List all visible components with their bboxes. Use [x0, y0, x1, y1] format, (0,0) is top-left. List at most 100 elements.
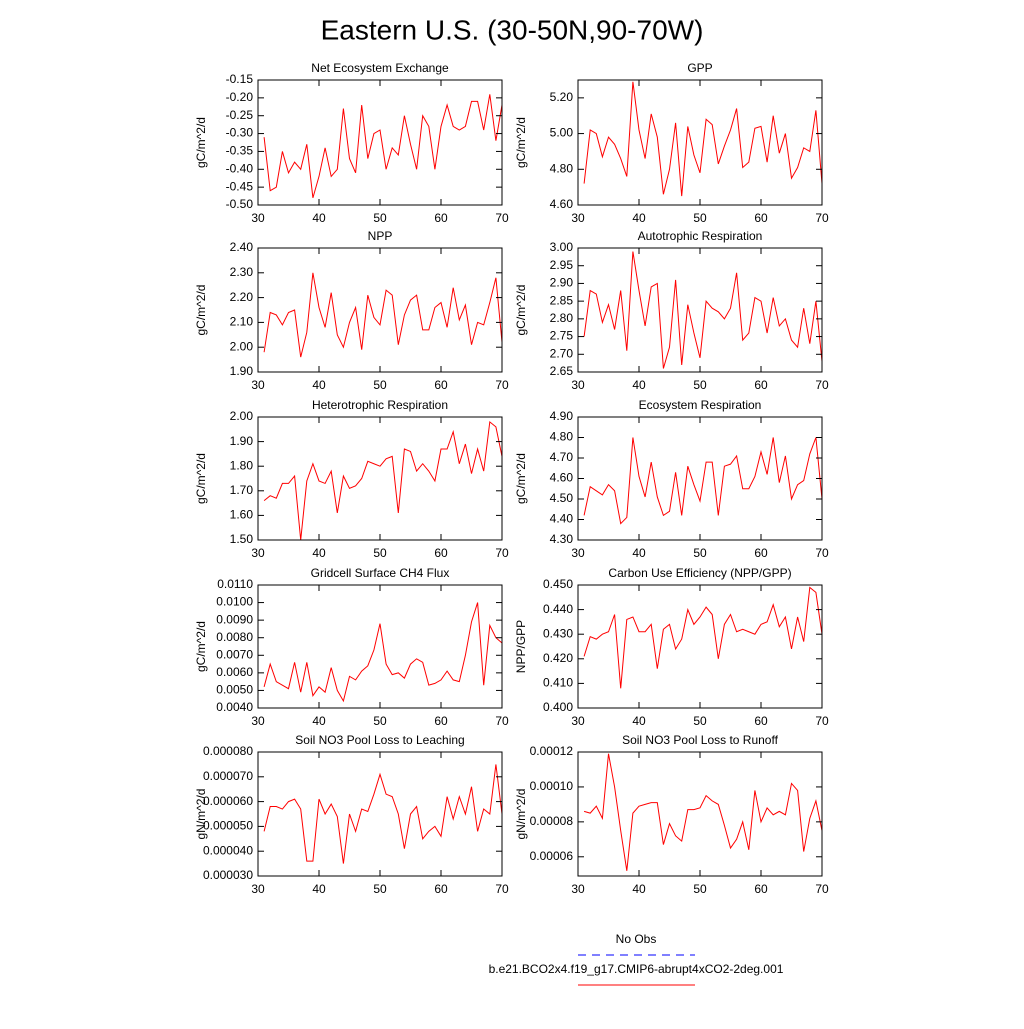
y-tick-label: 3.00 — [550, 240, 574, 254]
x-tick-label: 70 — [815, 882, 829, 896]
x-tick-label: 60 — [434, 211, 448, 225]
x-tick-label: 60 — [754, 378, 768, 392]
y-tick-label: 4.40 — [550, 512, 574, 526]
x-tick-label: 50 — [373, 546, 387, 560]
y-tick-label: 4.70 — [550, 450, 574, 464]
y-tick-label: 4.80 — [550, 430, 574, 444]
data-line — [263, 272, 503, 358]
y-tick-label: 0.000050 — [203, 819, 253, 833]
x-tick-label: 30 — [571, 378, 585, 392]
y-tick-label: 5.00 — [550, 126, 574, 140]
y-tick-label: 0.410 — [543, 676, 573, 690]
x-tick-label: 40 — [632, 546, 646, 560]
y-tick-label: 0.00010 — [530, 779, 574, 793]
plot-frame — [577, 416, 823, 541]
x-tick-label: 70 — [815, 211, 829, 225]
y-tick-label: 0.0100 — [216, 595, 253, 609]
y-tick-label: 0.440 — [543, 602, 573, 616]
x-tick-label: 30 — [251, 378, 265, 392]
x-tick-label: 30 — [251, 882, 265, 896]
panel-title: Net Ecosystem Exchange — [311, 61, 449, 75]
data-line — [583, 586, 823, 689]
x-tick-label: 30 — [571, 211, 585, 225]
x-tick-label: 40 — [632, 211, 646, 225]
y-tick-label: 0.000040 — [203, 843, 253, 857]
plot-frame — [577, 584, 823, 709]
plot-frame — [257, 584, 503, 709]
y-tick-label: 2.30 — [230, 265, 254, 279]
y-tick-label: 0.400 — [543, 700, 573, 714]
x-tick-label: 30 — [251, 211, 265, 225]
plot-frame — [577, 751, 823, 877]
panel-title: Soil NO3 Pool Loss to Runoff — [622, 733, 779, 747]
x-tick-label: 30 — [251, 714, 265, 728]
x-tick-label: 40 — [312, 378, 326, 392]
y-tick-label: 4.90 — [550, 409, 574, 423]
figure-title: Eastern U.S. (30-50N,90-70W) — [321, 14, 704, 45]
x-tick-label: 70 — [495, 211, 509, 225]
y-tick-label: -0.20 — [226, 90, 254, 104]
y-axis-label: NPP/GPP — [514, 620, 528, 673]
y-tick-label: 4.60 — [550, 197, 574, 211]
y-tick-label: 4.60 — [550, 471, 574, 485]
y-tick-label: 0.00012 — [530, 744, 574, 758]
y-tick-label: 1.70 — [230, 483, 254, 497]
y-tick-label: 2.00 — [230, 339, 254, 353]
y-tick-label: 2.80 — [550, 311, 574, 325]
x-tick-label: 50 — [373, 882, 387, 896]
panel-title: Ecosystem Respiration — [639, 398, 762, 412]
y-tick-label: 0.0070 — [216, 647, 253, 661]
y-axis-label: gC/m^2/d — [194, 621, 208, 672]
x-tick-label: 70 — [815, 546, 829, 560]
y-tick-label: 0.000080 — [203, 744, 253, 758]
plot-frame — [257, 79, 503, 206]
x-tick-label: 60 — [434, 714, 448, 728]
y-tick-label: 2.85 — [550, 293, 574, 307]
x-tick-label: 60 — [434, 378, 448, 392]
y-tick-label: 1.90 — [230, 364, 254, 378]
panel-title: Autotrophic Respiration — [638, 229, 763, 243]
y-tick-label: -0.50 — [226, 197, 254, 211]
x-tick-label: 70 — [495, 882, 509, 896]
y-axis-label: gC/m^2/d — [194, 285, 208, 336]
x-tick-label: 60 — [434, 882, 448, 896]
y-tick-label: -0.25 — [226, 108, 254, 122]
y-tick-label: 0.0060 — [216, 665, 253, 679]
y-tick-label: 4.30 — [550, 532, 574, 546]
x-tick-label: 30 — [251, 546, 265, 560]
plot-frame — [257, 416, 503, 541]
y-tick-label: 0.0110 — [217, 577, 253, 591]
y-tick-label: 2.90 — [550, 276, 574, 290]
y-tick-label: -0.40 — [226, 161, 254, 175]
y-tick-label: 2.75 — [550, 329, 574, 343]
x-tick-label: 40 — [312, 882, 326, 896]
y-axis-label: gN/m^2/d — [514, 789, 528, 840]
x-tick-label: 40 — [312, 211, 326, 225]
x-tick-label: 30 — [571, 882, 585, 896]
data-line — [263, 420, 503, 541]
y-axis-label: gC/m^2/d — [194, 117, 208, 168]
y-tick-label: 2.10 — [230, 315, 254, 329]
y-tick-label: 0.0050 — [216, 683, 253, 697]
x-tick-label: 60 — [754, 882, 768, 896]
x-tick-label: 30 — [571, 714, 585, 728]
data-line — [263, 94, 503, 198]
data-line — [583, 437, 823, 525]
x-tick-label: 50 — [693, 378, 707, 392]
x-tick-label: 40 — [312, 714, 326, 728]
y-tick-label: 0.000060 — [203, 794, 253, 808]
y-tick-label: 1.50 — [230, 532, 254, 546]
y-tick-label: 2.70 — [550, 346, 574, 360]
x-tick-label: 40 — [312, 546, 326, 560]
panel-title: Heterotrophic Respiration — [312, 398, 448, 412]
x-tick-label: 70 — [815, 378, 829, 392]
y-axis-label: gC/m^2/d — [514, 117, 528, 168]
y-tick-label: 0.00008 — [530, 814, 574, 828]
y-tick-label: -0.35 — [226, 144, 254, 158]
x-tick-label: 60 — [754, 546, 768, 560]
x-tick-label: 40 — [632, 714, 646, 728]
y-tick-label: 0.000070 — [203, 769, 253, 783]
y-tick-label: 5.20 — [550, 90, 574, 104]
y-tick-label: 1.90 — [230, 434, 254, 448]
